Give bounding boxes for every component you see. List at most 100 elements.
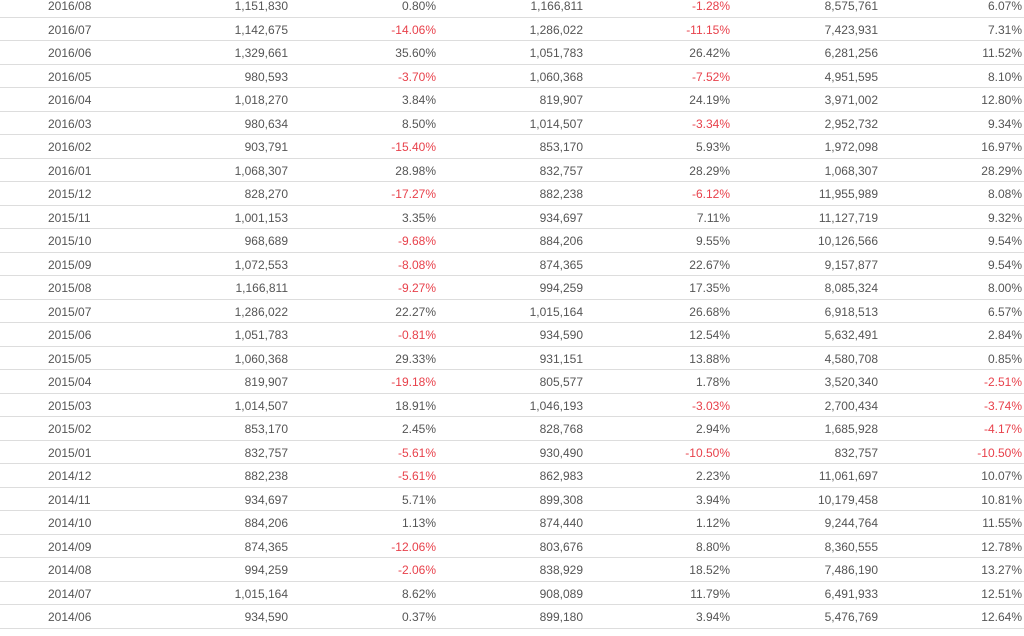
table-row: 2015/07 1,286,022 22.27% 1,015,164 26.68% 6,9… bbox=[0, 300, 1024, 323]
table-cell: -10.50% bbox=[685, 445, 730, 460]
row-period: 2015/07 bbox=[48, 304, 92, 319]
table-cell: 10.07% bbox=[981, 469, 1022, 483]
table-cell: 931,151 bbox=[539, 351, 583, 366]
table-cell: 805,577 bbox=[539, 375, 583, 389]
table-cell: -5.61% bbox=[397, 445, 436, 460]
table-cell: 5.71% bbox=[401, 492, 436, 507]
table-cell: 9.34% bbox=[987, 116, 1022, 131]
table-cell: 9.32% bbox=[987, 210, 1022, 225]
table-cell: 12.51% bbox=[981, 586, 1022, 601]
table-cell: 1,014,507 bbox=[234, 398, 288, 413]
table-row: 2016/05 980,593 -3.70% 1,060,368 -7.52% 4,951… bbox=[0, 65, 1024, 88]
table-cell: 16.97% bbox=[981, 140, 1022, 154]
row-period: 2014/10 bbox=[48, 516, 92, 530]
table-cell: 12.80% bbox=[981, 93, 1022, 107]
table-cell: 838,929 bbox=[539, 563, 583, 577]
table-cell: 1,051,783 bbox=[529, 46, 583, 60]
row-period: 2014/12 bbox=[48, 469, 92, 483]
table-row: 2016/07 1,142,675 -14.06% 1,286,022 -11.15% 7… bbox=[0, 18, 1024, 41]
table-cell: -9.68% bbox=[397, 234, 436, 248]
table-cell: 8,360,555 bbox=[824, 539, 878, 554]
table-cell: 10,179,458 bbox=[817, 492, 878, 507]
table-cell: 29.33% bbox=[395, 351, 436, 366]
table-cell: 11,061,697 bbox=[818, 469, 878, 483]
table-row: 2014/06 934,590 0.37% 899,180 3.94% 5,476,769… bbox=[0, 605, 1024, 629]
table-cell: -4.17% bbox=[983, 422, 1022, 436]
table-cell: 934,590 bbox=[244, 610, 288, 624]
table-cell: 3,971,002 bbox=[824, 93, 878, 107]
row-period: 2015/04 bbox=[48, 375, 92, 389]
table-cell: 7,486,190 bbox=[824, 563, 878, 577]
table-cell: 8.10% bbox=[987, 69, 1022, 84]
table-cell: 994,259 bbox=[539, 281, 583, 295]
table-cell: 2,952,732 bbox=[824, 116, 878, 131]
table-cell: 853,170 bbox=[539, 140, 583, 154]
table-row: 2016/04 1,018,270 3.84% 819,907 24.19% 3,971,… bbox=[0, 88, 1024, 112]
table-cell: 12.64% bbox=[981, 610, 1022, 624]
table-cell: 1,015,164 bbox=[234, 586, 288, 601]
table-cell: 1,142,675 bbox=[234, 22, 288, 37]
table-cell: 884,206 bbox=[244, 516, 288, 530]
table-cell: 1,051,783 bbox=[234, 328, 288, 342]
table-cell: 1,166,811 bbox=[235, 281, 289, 295]
row-period: 2014/07 bbox=[48, 586, 92, 601]
table-cell: 882,238 bbox=[539, 187, 583, 201]
table-cell: 1,072,553 bbox=[234, 257, 288, 272]
table-cell: 994,259 bbox=[244, 563, 288, 577]
table-row: 2016/06 1,329,661 35.60% 1,051,783 26.42% 6,2… bbox=[0, 41, 1024, 65]
table-row: 2015/10 968,689 -9.68% 884,206 9.55% 10,126,5… bbox=[0, 229, 1024, 253]
table-cell: 9.54% bbox=[987, 234, 1022, 248]
table-row: 2015/01 832,757 -5.61% 930,490 -10.50% 832,75… bbox=[0, 441, 1024, 464]
table-cell: 26.68% bbox=[689, 304, 730, 319]
row-period: 2015/02 bbox=[48, 422, 92, 436]
table-cell: 26.42% bbox=[689, 46, 730, 60]
table-cell: -6.12% bbox=[691, 187, 730, 201]
table-row: 2014/10 884,206 1.13% 874,440 1.12% 9,244,764… bbox=[0, 511, 1024, 535]
table-cell: 13.27% bbox=[981, 563, 1022, 577]
table-cell: -2.51% bbox=[983, 375, 1022, 389]
table-cell: 930,490 bbox=[539, 445, 583, 460]
table-cell: 8.00% bbox=[987, 281, 1022, 295]
table-cell: 7.11% bbox=[696, 210, 730, 225]
table-cell: -1.28% bbox=[691, 0, 730, 13]
table-cell: 6.07% bbox=[987, 0, 1022, 13]
table-cell: 819,907 bbox=[244, 375, 288, 389]
table-cell: 832,757 bbox=[244, 445, 288, 460]
table-cell: 882,238 bbox=[244, 469, 288, 483]
table-cell: 1,018,270 bbox=[234, 93, 288, 107]
table-row: 2016/03 980,634 8.50% 1,014,507 -3.34% 2,952,… bbox=[0, 112, 1024, 135]
row-period: 2015/10 bbox=[48, 234, 92, 248]
table-cell: 8,575,761 bbox=[824, 0, 878, 13]
table-cell: 1.78% bbox=[695, 375, 730, 389]
table-cell: -15.40% bbox=[391, 140, 436, 154]
table-cell: 22.67% bbox=[689, 257, 730, 272]
table-cell: 11.52% bbox=[982, 46, 1022, 60]
table-cell: 874,365 bbox=[539, 257, 583, 272]
row-period: 2016/04 bbox=[48, 93, 92, 107]
table-cell: 934,697 bbox=[539, 210, 583, 225]
table-cell: 9.55% bbox=[695, 234, 730, 248]
table-row: 2015/12 828,270 -17.27% 882,238 -6.12% 11,955… bbox=[0, 182, 1024, 206]
table-cell: 853,170 bbox=[244, 422, 288, 436]
table-cell: 1,015,164 bbox=[529, 304, 583, 319]
table-cell: -10.50% bbox=[977, 445, 1022, 460]
table-cell: 1,060,368 bbox=[234, 351, 288, 366]
table-row: 2016/08 1,151,830 0.80% 1,166,811 -1.28% 8,57… bbox=[0, 0, 1024, 18]
table-cell: 0.80% bbox=[401, 0, 436, 13]
table-cell: 7.31% bbox=[987, 22, 1022, 37]
table-cell: 980,593 bbox=[244, 69, 288, 84]
table-cell: 28.29% bbox=[689, 163, 730, 178]
table-cell: 6,918,513 bbox=[824, 304, 878, 319]
table-cell: 5,476,769 bbox=[824, 610, 878, 624]
table-cell: -0.81% bbox=[397, 328, 436, 342]
table-cell: 28.98% bbox=[395, 163, 436, 178]
row-period: 2014/09 bbox=[48, 539, 92, 554]
table-row: 2016/01 1,068,307 28.98% 832,757 28.29% 1,068… bbox=[0, 159, 1024, 182]
table-row: 2015/09 1,072,553 -8.08% 874,365 22.67% 9,157… bbox=[0, 253, 1024, 276]
table-cell: 7,423,931 bbox=[824, 22, 878, 37]
table-cell: 1,166,811 bbox=[530, 0, 584, 13]
table-cell: -5.61% bbox=[397, 469, 436, 483]
table-row: 2014/09 874,365 -12.06% 803,676 8.80% 8,360,5… bbox=[0, 535, 1024, 558]
table-row: 2015/04 819,907 -19.18% 805,577 1.78% 3,520,3… bbox=[0, 370, 1024, 394]
